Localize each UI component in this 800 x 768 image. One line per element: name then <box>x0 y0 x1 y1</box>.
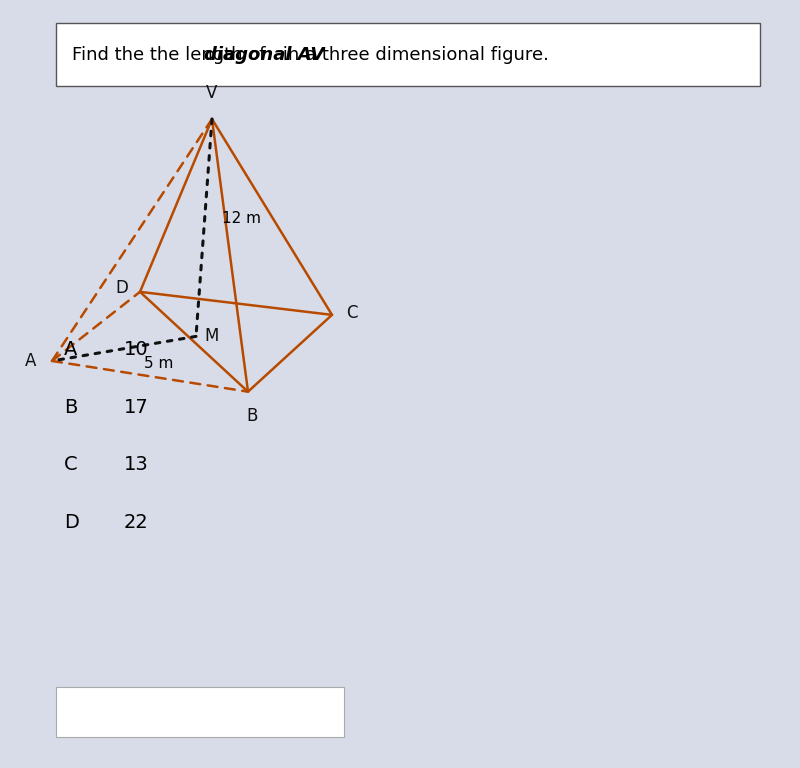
Text: 13: 13 <box>124 455 149 474</box>
FancyBboxPatch shape <box>56 687 344 737</box>
Text: 17: 17 <box>124 398 149 416</box>
Text: Find the the length of diagonal AV in a three dimensional figure.: Find the the length of diagonal AV in a … <box>72 45 650 64</box>
Text: 22: 22 <box>124 513 149 531</box>
Text: 12 m: 12 m <box>222 211 262 227</box>
Text: D: D <box>64 513 79 531</box>
Text: B: B <box>246 407 258 425</box>
Text: D: D <box>115 279 128 297</box>
Text: V: V <box>206 84 218 102</box>
Text: B: B <box>64 398 78 416</box>
Text: M: M <box>204 327 218 346</box>
Text: A: A <box>64 340 78 359</box>
Text: in a three dimensional figure.: in a three dimensional figure. <box>277 45 549 64</box>
Text: 10: 10 <box>124 340 149 359</box>
Text: 5 m: 5 m <box>144 356 174 371</box>
Text: diagonal AV: diagonal AV <box>205 45 325 64</box>
Text: A: A <box>25 352 36 370</box>
Text: C: C <box>346 304 358 323</box>
Text: Find the the length of: Find the the length of <box>72 45 271 64</box>
FancyBboxPatch shape <box>56 23 760 86</box>
Text: C: C <box>64 455 78 474</box>
